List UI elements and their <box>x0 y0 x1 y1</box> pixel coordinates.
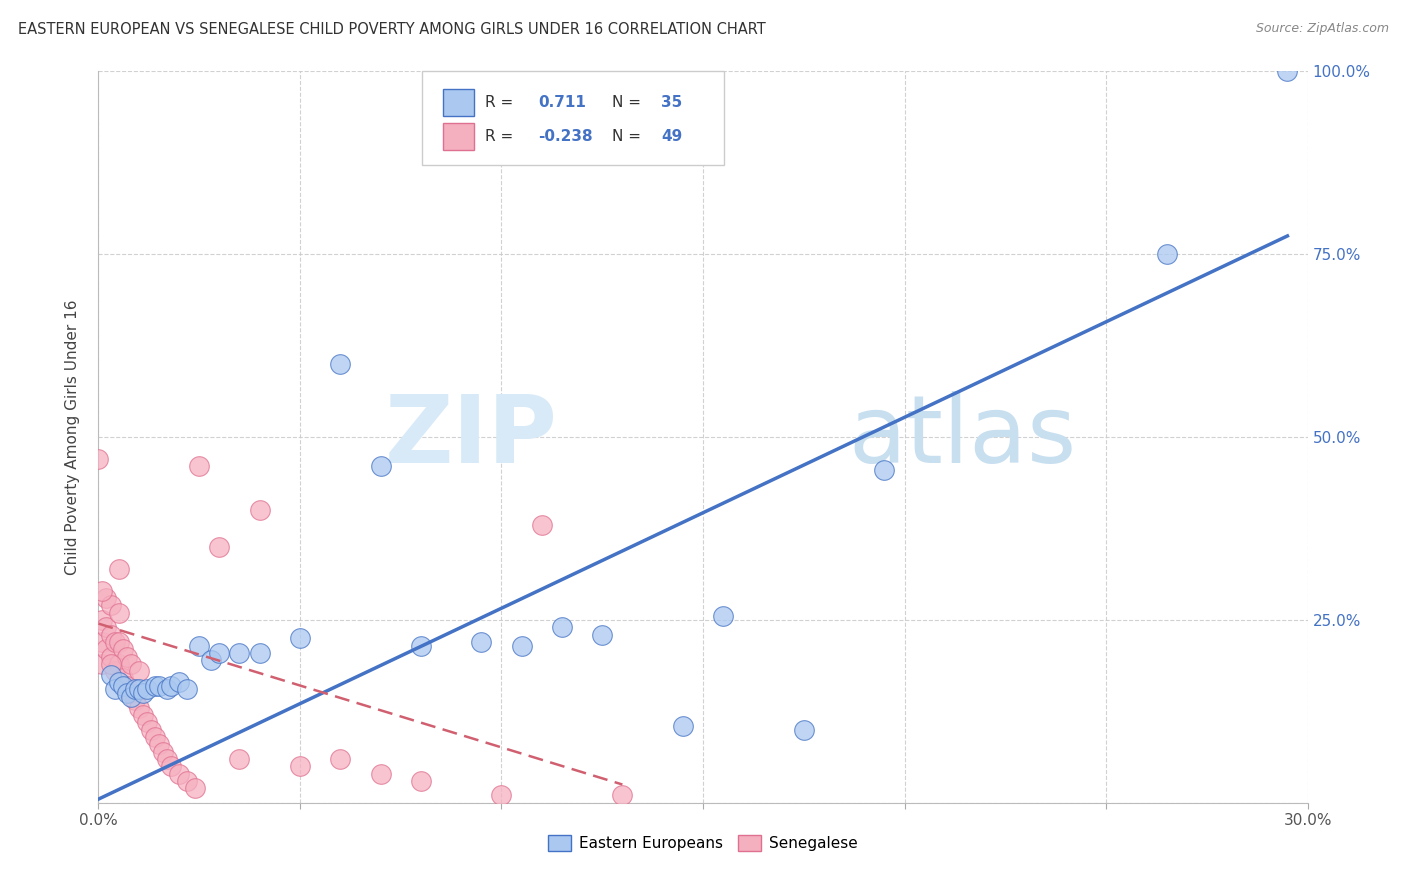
Point <box>100 657 122 671</box>
Point <box>103 682 125 697</box>
Point <box>288 759 311 773</box>
Point <box>184 781 207 796</box>
Point <box>188 639 211 653</box>
Point <box>470 635 492 649</box>
Point <box>249 646 271 660</box>
Point <box>143 679 166 693</box>
Point <box>612 789 634 803</box>
Point <box>135 682 157 697</box>
Point <box>167 675 190 690</box>
Point <box>128 700 150 714</box>
Text: 0.711: 0.711 <box>538 95 586 110</box>
Text: N =: N = <box>612 129 641 144</box>
Point <box>228 646 250 660</box>
Point <box>329 357 352 371</box>
Text: ZIP: ZIP <box>385 391 558 483</box>
Point <box>228 752 250 766</box>
Point <box>107 657 129 671</box>
Point <box>124 693 146 707</box>
Point <box>329 752 352 766</box>
Point <box>107 562 129 576</box>
Text: 49: 49 <box>661 129 682 144</box>
Point <box>128 682 150 697</box>
Text: N =: N = <box>612 95 641 110</box>
Point <box>107 635 129 649</box>
Point <box>103 635 125 649</box>
Point <box>551 620 574 634</box>
Point <box>167 766 190 780</box>
Point <box>91 583 114 598</box>
Point <box>672 719 695 733</box>
Point <box>96 620 118 634</box>
Point <box>200 653 222 667</box>
Point <box>530 517 553 532</box>
Point <box>115 679 138 693</box>
Point <box>370 766 392 780</box>
Point <box>91 613 114 627</box>
Point <box>115 686 138 700</box>
Text: atlas: atlas <box>848 391 1077 483</box>
Point <box>176 682 198 697</box>
Point <box>120 690 142 704</box>
Point <box>148 737 170 751</box>
Point <box>208 646 231 660</box>
Point <box>111 672 134 686</box>
Point <box>107 606 129 620</box>
Point <box>91 657 114 671</box>
Point <box>156 752 179 766</box>
Point <box>249 503 271 517</box>
Point <box>188 459 211 474</box>
Point <box>160 679 183 693</box>
Y-axis label: Child Poverty Among Girls Under 16: Child Poverty Among Girls Under 16 <box>65 300 80 574</box>
Point <box>152 745 174 759</box>
Text: 35: 35 <box>661 95 682 110</box>
Point <box>208 540 231 554</box>
Point <box>87 452 110 467</box>
Point <box>100 599 122 613</box>
Point <box>591 627 613 641</box>
Point <box>160 759 183 773</box>
Legend: Eastern Europeans, Senegalese: Eastern Europeans, Senegalese <box>543 830 863 857</box>
Point <box>711 609 734 624</box>
Point <box>1156 247 1178 261</box>
Point <box>124 682 146 697</box>
Point <box>148 679 170 693</box>
Point <box>100 627 122 641</box>
Point <box>370 459 392 474</box>
Point <box>96 642 118 657</box>
Point <box>139 723 162 737</box>
Point <box>103 664 125 678</box>
Point <box>873 463 896 477</box>
Point <box>510 639 533 653</box>
Point <box>128 664 150 678</box>
Point <box>107 675 129 690</box>
Point <box>91 635 114 649</box>
Point <box>135 715 157 730</box>
Point <box>409 773 432 788</box>
Point <box>120 657 142 671</box>
Text: R =: R = <box>485 129 513 144</box>
Text: Source: ZipAtlas.com: Source: ZipAtlas.com <box>1256 22 1389 36</box>
Text: R =: R = <box>485 95 513 110</box>
Point <box>132 686 155 700</box>
Point <box>132 708 155 723</box>
Point <box>288 632 311 646</box>
Text: EASTERN EUROPEAN VS SENEGALESE CHILD POVERTY AMONG GIRLS UNDER 16 CORRELATION CH: EASTERN EUROPEAN VS SENEGALESE CHILD POV… <box>18 22 766 37</box>
Point <box>793 723 815 737</box>
Point <box>409 639 432 653</box>
Point <box>115 649 138 664</box>
Point <box>96 591 118 605</box>
Point <box>100 667 122 681</box>
Point <box>176 773 198 788</box>
Point <box>143 730 166 744</box>
Point <box>111 642 134 657</box>
Point <box>156 682 179 697</box>
Point <box>491 789 513 803</box>
Point <box>111 679 134 693</box>
Point <box>100 649 122 664</box>
Point <box>1277 64 1299 78</box>
Point <box>120 686 142 700</box>
Text: -0.238: -0.238 <box>538 129 593 144</box>
